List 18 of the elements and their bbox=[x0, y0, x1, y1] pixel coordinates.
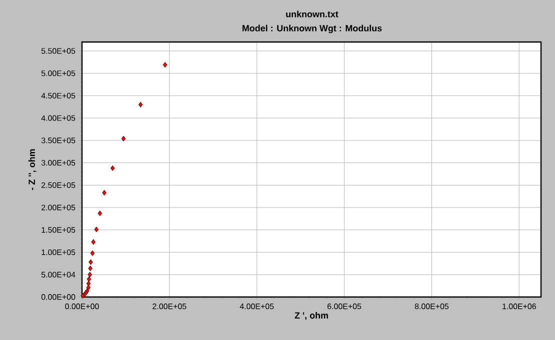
point bbox=[98, 210, 102, 216]
point bbox=[88, 259, 93, 265]
point bbox=[86, 280, 91, 286]
point bbox=[121, 136, 126, 142]
point bbox=[162, 62, 168, 68]
y-axis-title: - Z '', ohm bbox=[28, 149, 36, 190]
point bbox=[88, 266, 92, 272]
x-axis-title: Z ', ohm bbox=[294, 312, 328, 320]
point bbox=[86, 284, 91, 290]
chart-subtitle: Model : Unknown Wgt : Modulus bbox=[242, 24, 382, 34]
chart-title: unknown.txt bbox=[286, 10, 338, 18]
point bbox=[138, 102, 143, 108]
point bbox=[90, 250, 95, 256]
point bbox=[110, 165, 115, 171]
point bbox=[86, 276, 92, 282]
point bbox=[91, 239, 96, 245]
point bbox=[88, 272, 92, 278]
point bbox=[94, 226, 99, 232]
